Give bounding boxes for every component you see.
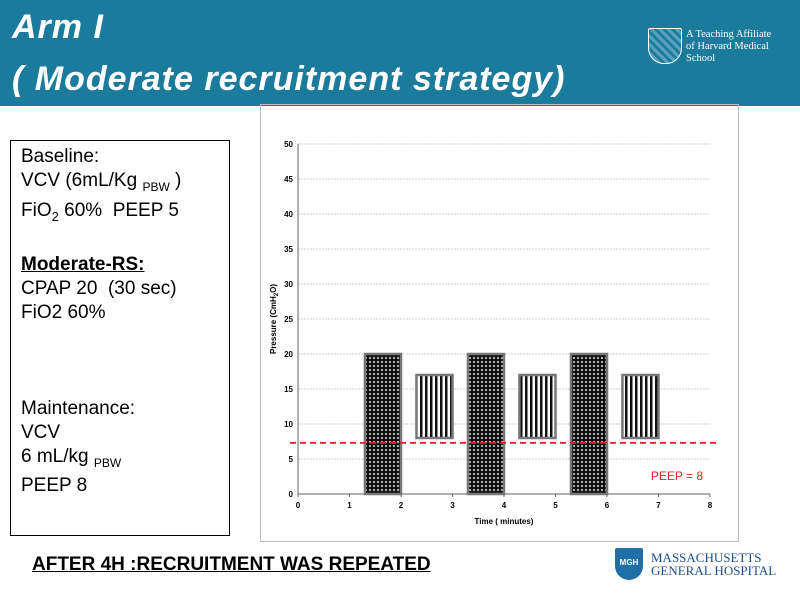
x-axis-label: Time ( minutes) — [475, 517, 534, 526]
x-tick-label: 5 — [553, 501, 558, 510]
y-tick-label: 0 — [289, 490, 294, 499]
protocol-box: Baseline: VCV (6mL/Kg PBW ) FiO2 60% PEE… — [10, 140, 230, 536]
harvard-shield-logo — [648, 28, 682, 64]
maint-label: Maintenance: — [21, 397, 136, 419]
x-tick-label: 3 — [450, 501, 455, 510]
mgh-logo: MGH MASSACHUSETTS GENERAL HOSPITAL — [615, 548, 776, 580]
rs-fio2: FiO2 60% — [21, 301, 106, 323]
maintenance-bar — [621, 373, 660, 440]
maint-peep: PEEP 8 — [21, 475, 88, 497]
cpap-bar — [363, 352, 403, 496]
y-tick-label: 40 — [284, 210, 293, 219]
maintenance-bar — [415, 373, 454, 440]
y-tick-label: 35 — [284, 245, 293, 254]
mgh-shield-icon: MGH — [615, 548, 643, 580]
x-tick-label: 0 — [296, 501, 301, 510]
affiliation-line1: A Teaching Affiliate — [686, 29, 772, 40]
x-tick-label: 7 — [656, 501, 661, 510]
maint-mode: VCV — [21, 421, 61, 443]
x-tick-label: 1 — [347, 501, 352, 510]
rs-label: Moderate-RS: — [21, 253, 145, 275]
y-tick-label: 20 — [284, 350, 293, 359]
header-band: Arm I ( Moderate recruitment strategy) A… — [0, 0, 800, 106]
chart-frame — [260, 104, 739, 542]
maint-vt: 6 mL/kg PBW — [21, 445, 122, 470]
y-tick-label: 15 — [284, 385, 293, 394]
y-axis-label: Pressure (CmH2O) — [269, 284, 280, 354]
baseline-fio2: FiO2 60% PEEP 5 — [21, 199, 179, 224]
y-tick-label: 25 — [284, 315, 293, 324]
peep-label: PEEP = 8 — [651, 469, 703, 483]
affiliation-line2: of Harvard Medical School — [686, 41, 769, 64]
baseline-label: Baseline: — [21, 146, 100, 167]
y-tick-label: 10 — [284, 420, 293, 429]
slide-title-line1: Arm I — [12, 8, 104, 46]
hospital-line1: MASSACHUSETTS — [651, 550, 762, 565]
y-tick-label: 50 — [284, 140, 293, 149]
footer-note: AFTER 4H :RECRUITMENT WAS REPEATED — [32, 554, 431, 575]
x-tick-label: 8 — [708, 501, 713, 510]
cpap-bar — [466, 352, 506, 496]
rs-cpap: CPAP 20 (30 sec) — [21, 277, 177, 299]
y-tick-label: 5 — [289, 455, 294, 464]
affiliation: A Teaching Affiliate of Harvard Medical … — [686, 29, 800, 65]
x-tick-label: 6 — [605, 501, 610, 510]
baseline-mode: VCV (6mL/Kg PBW ) — [21, 170, 182, 194]
maintenance-bar — [518, 373, 557, 440]
cpap-bar — [569, 352, 609, 496]
x-tick-label: 2 — [399, 501, 404, 510]
hospital-line2: GENERAL HOSPITAL — [651, 563, 777, 578]
y-tick-label: 30 — [284, 280, 293, 289]
x-tick-label: 4 — [502, 501, 507, 510]
slide-title-line2: ( Moderate recruitment strategy) — [12, 60, 566, 98]
y-tick-label: 45 — [284, 175, 293, 184]
